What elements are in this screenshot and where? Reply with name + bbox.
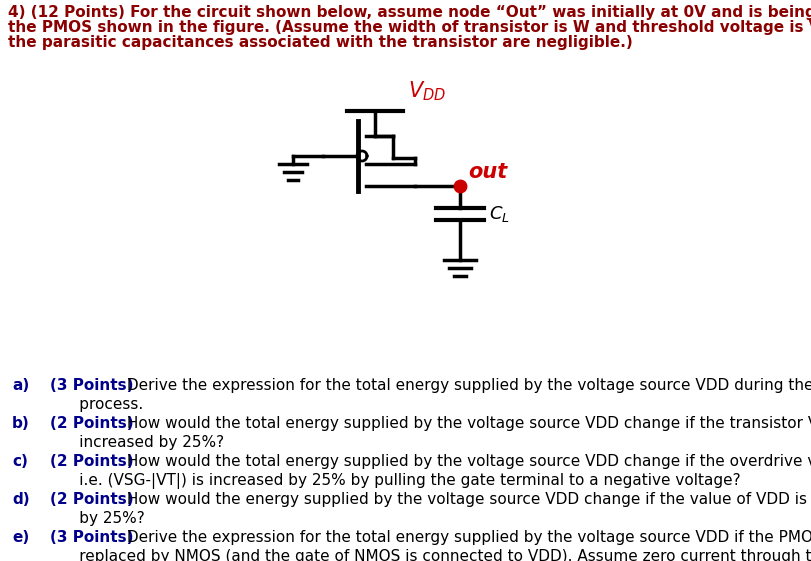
- Text: the PMOS shown in the figure. (Assume the width of transistor is W and threshold: the PMOS shown in the figure. (Assume th…: [8, 20, 811, 35]
- Text: increased by 25%?: increased by 25%?: [50, 435, 224, 450]
- Text: How would the energy supplied by the voltage source VDD change if the value of V: How would the energy supplied by the vol…: [122, 492, 811, 507]
- Text: out: out: [467, 162, 507, 182]
- Text: (2 Points): (2 Points): [50, 492, 134, 507]
- Text: (2 Points): (2 Points): [50, 454, 134, 469]
- Text: (3 Points): (3 Points): [50, 530, 133, 545]
- Text: e): e): [12, 530, 29, 545]
- Text: How would the total energy supplied by the voltage source VDD change if the tran: How would the total energy supplied by t…: [122, 416, 811, 431]
- Text: How would the total energy supplied by the voltage source VDD change if the over: How would the total energy supplied by t…: [122, 454, 811, 469]
- Text: replaced by NMOS (and the gate of NMOS is connected to VDD). Assume zero current: replaced by NMOS (and the gate of NMOS i…: [50, 549, 811, 561]
- Text: Derive the expression for the total energy supplied by the voltage source VDD du: Derive the expression for the total ener…: [122, 378, 811, 393]
- Text: $V_{DD}$: $V_{DD}$: [407, 80, 445, 103]
- Text: (3 Points): (3 Points): [50, 378, 133, 393]
- Text: Derive the expression for the total energy supplied by the voltage source VDD if: Derive the expression for the total ener…: [122, 530, 811, 545]
- Text: a): a): [12, 378, 29, 393]
- Text: i.e. (VSG-|VT|) is increased by 25% by pulling the gate terminal to a negative v: i.e. (VSG-|VT|) is increased by 25% by p…: [50, 473, 740, 489]
- Text: b): b): [12, 416, 30, 431]
- Text: 4) (12 Points) For the circuit shown below, assume node “Out” was initially at 0: 4) (12 Points) For the circuit shown bel…: [8, 5, 811, 20]
- Text: by 25%?: by 25%?: [50, 511, 144, 526]
- Text: d): d): [12, 492, 29, 507]
- Text: $C_L$: $C_L$: [488, 204, 509, 224]
- Text: process.: process.: [50, 397, 143, 412]
- Text: c): c): [12, 454, 28, 469]
- Text: the parasitic capacitances associated with the transistor are negligible.): the parasitic capacitances associated wi…: [8, 35, 632, 50]
- Text: (2 Points): (2 Points): [50, 416, 134, 431]
